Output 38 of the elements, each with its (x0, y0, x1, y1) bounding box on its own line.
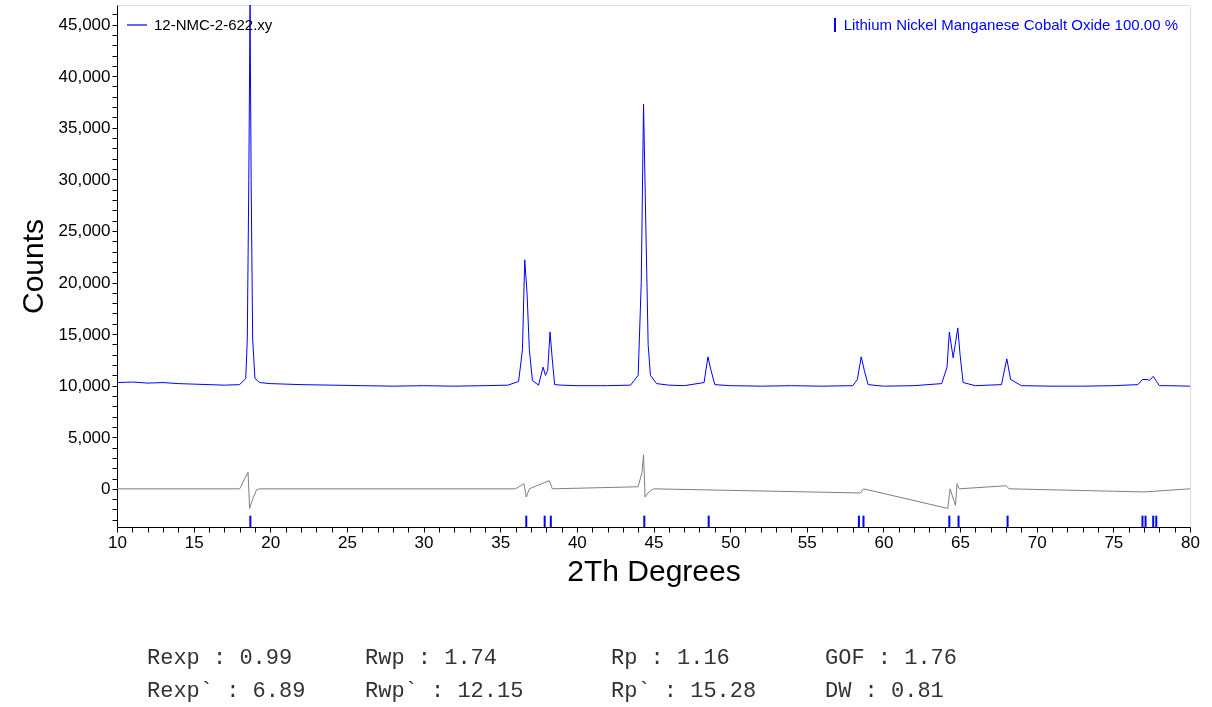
y-axis-title: Counts (15, 218, 49, 315)
text: Rexp` : 6.89 (147, 679, 306, 704)
text: DW : 0.81 (825, 679, 944, 704)
x-tick-label: 50 (721, 532, 741, 552)
text: Rp : 1.16 (611, 646, 730, 671)
x-tick-label: 10 (108, 532, 127, 552)
x-tick-label: 55 (797, 532, 817, 552)
y-tick-label: 20,000 (58, 273, 111, 293)
x-tick-label: 15 (184, 532, 204, 552)
y-tick-label: 15,000 (58, 324, 111, 344)
x-tick-label: 75 (1104, 532, 1124, 552)
x-axis-title: 2Th Degrees (567, 553, 741, 587)
x-tick-label: 65 (951, 532, 971, 552)
line-series (117, 454, 1190, 509)
x-tick-label: 60 (874, 532, 894, 552)
x-tick-label: 40 (567, 532, 587, 552)
x-tick-label: 35 (491, 532, 511, 552)
y-tick-label: 30,000 (58, 169, 111, 189)
text: Rp` : 15.28 (611, 679, 757, 704)
y-tick-label: 35,000 (58, 118, 111, 138)
y-tick-label: 45,000 (58, 15, 111, 35)
x-tick-label: 45 (644, 532, 664, 552)
x-tick-label: 20 (261, 532, 281, 552)
x-tick-label: 70 (1027, 532, 1047, 552)
line-series (117, 5, 1190, 387)
y-tick-label: 0 (101, 479, 111, 499)
text: Rwp` : 12.15 (365, 679, 524, 704)
x-tick-label: 25 (337, 532, 357, 552)
y-tick-label: 25,000 (58, 221, 111, 241)
legend-label: Lithium Nickel Manganese Cobalt Oxide 100.00 % (843, 16, 1178, 33)
y-tick-label: 10,000 (58, 376, 111, 396)
y-tick-label: 5,000 (67, 427, 111, 447)
x-tick-label: 30 (414, 532, 434, 552)
text: Rwp : 1.74 (365, 646, 498, 671)
text: Rexp : 0.99 (147, 646, 293, 671)
text: GOF : 1.76 (825, 646, 958, 671)
y-tick-label: 40,000 (58, 66, 111, 86)
x-tick-label: 80 (1181, 532, 1200, 552)
